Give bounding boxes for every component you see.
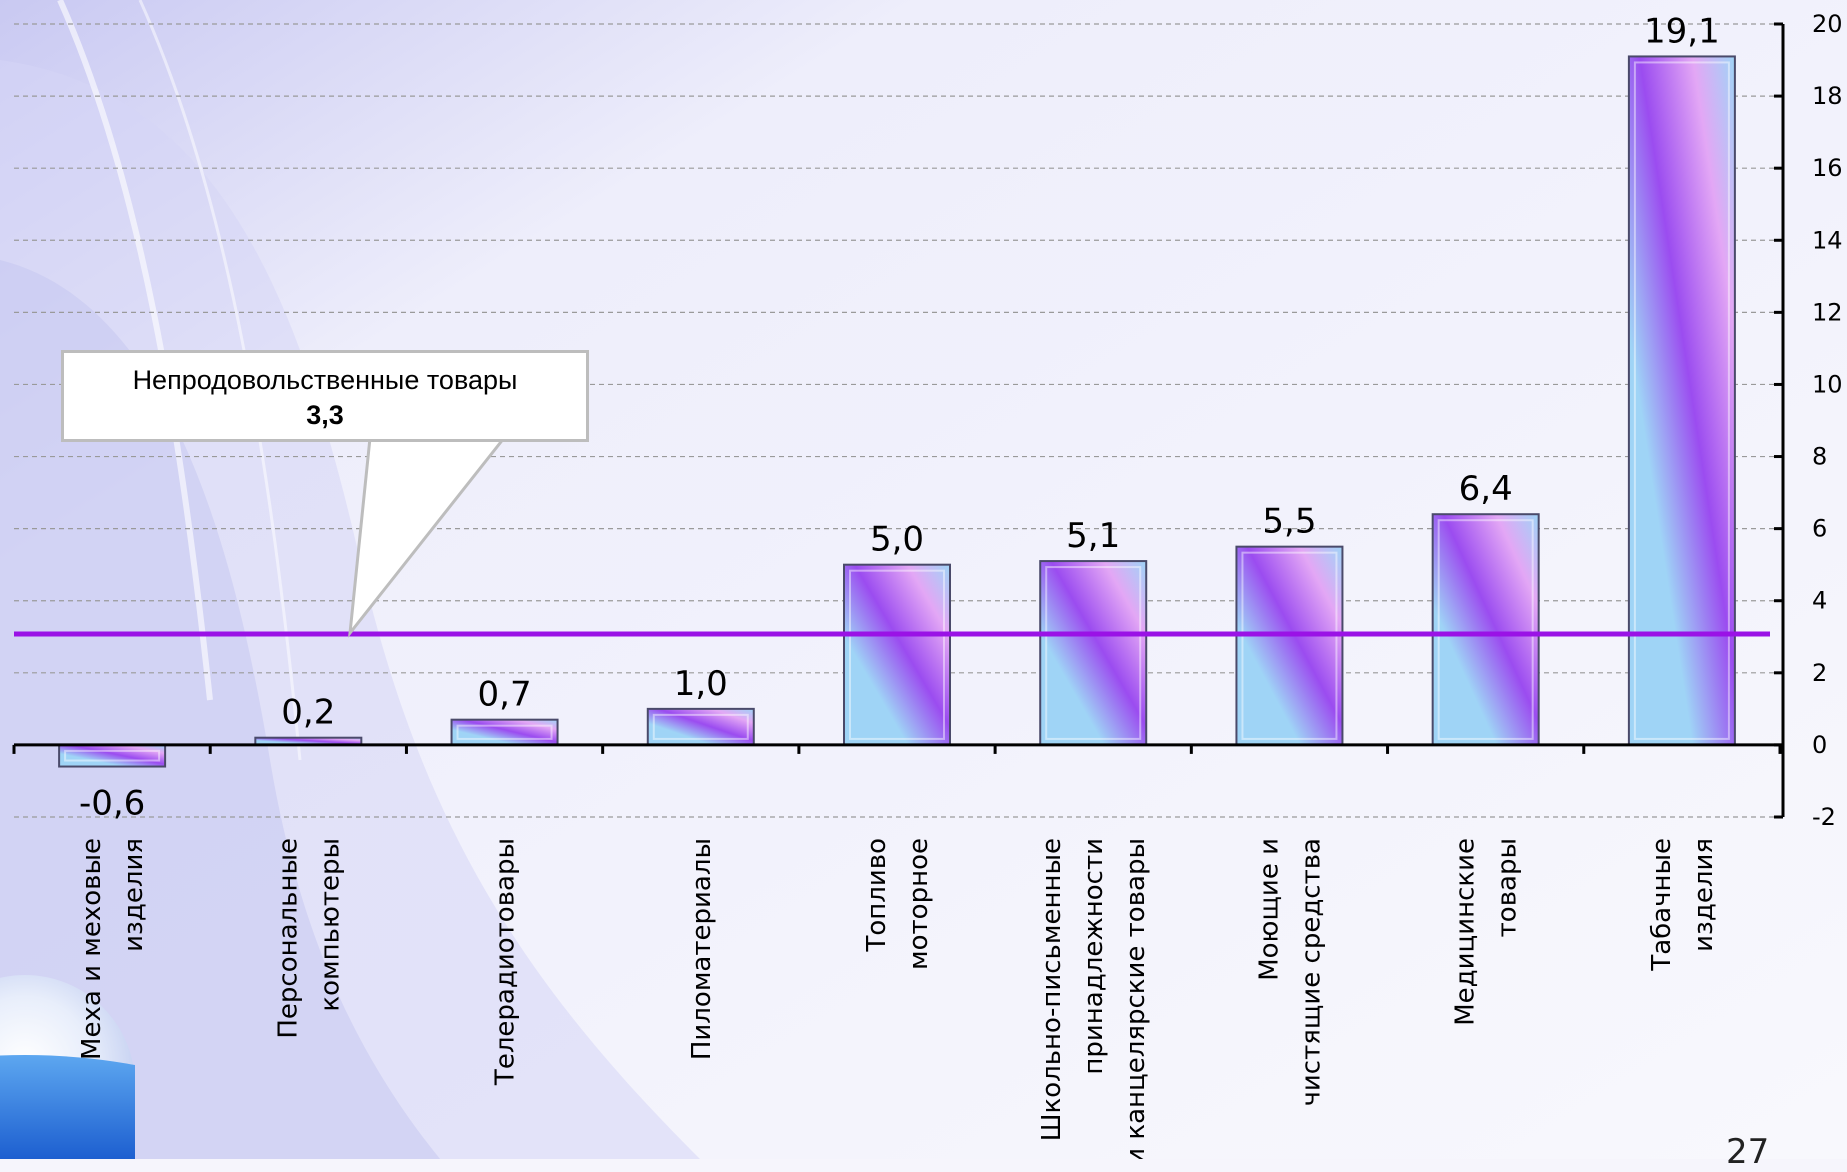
bar-bevel xyxy=(1437,519,1534,740)
category-label: Персональные компьютеры xyxy=(273,838,345,1039)
bar xyxy=(1627,55,1736,746)
data-label: 6,4 xyxy=(1459,469,1513,509)
data-label: 0,7 xyxy=(478,675,532,715)
data-label: 19,1 xyxy=(1644,11,1720,51)
reference-value: 3,3 xyxy=(306,400,344,430)
bar-bevel xyxy=(652,713,749,740)
y-tick-label: 12 xyxy=(1812,298,1843,326)
y-tick-label: 14 xyxy=(1812,226,1843,254)
page-number: 27 xyxy=(1726,1132,1770,1172)
category-label: Пиломатериалы xyxy=(687,838,717,1060)
category-label: Меха и меховые изделия xyxy=(77,838,149,1060)
y-tick-label: 20 xyxy=(1812,10,1843,38)
y-tick-label: 16 xyxy=(1812,154,1843,182)
category-label: Школьно-письменные принадлежности и канцел… xyxy=(1037,838,1151,1159)
bar xyxy=(1039,560,1148,746)
y-tick-label: 18 xyxy=(1812,82,1843,110)
bar-bevel xyxy=(1045,566,1142,740)
data-label: 1,0 xyxy=(674,664,728,704)
bar xyxy=(646,707,755,746)
category-label: Табачные изделия xyxy=(1647,838,1719,972)
y-tick-label: 10 xyxy=(1812,370,1843,398)
bar xyxy=(1235,545,1344,746)
category-label: Моющие и чистящие средства xyxy=(1254,838,1326,1106)
y-tick-label: -2 xyxy=(1812,803,1836,831)
bar xyxy=(1431,513,1540,746)
category-label: Телерадиотовары xyxy=(491,838,521,1086)
bar-bevel xyxy=(1241,551,1338,740)
callout-pointer xyxy=(347,436,508,638)
y-tick-label: 0 xyxy=(1812,731,1827,759)
category-label: Медицинские товары xyxy=(1451,838,1523,1026)
y-tick-label: 2 xyxy=(1812,659,1827,687)
bar-bevel xyxy=(456,724,553,740)
reference-callout: Непродовольственные товары 3,3 xyxy=(61,350,589,442)
bar-bevel xyxy=(849,569,945,740)
data-label: 5,1 xyxy=(1066,516,1120,556)
data-label: -0,6 xyxy=(79,784,145,824)
y-tick-label: 6 xyxy=(1812,515,1827,543)
bar-bevel xyxy=(64,749,161,762)
bar xyxy=(58,743,167,768)
bar xyxy=(450,718,559,746)
data-label: 5,5 xyxy=(1262,502,1316,542)
data-label: 0,2 xyxy=(281,693,335,733)
reference-label: Непродовольственные товары xyxy=(132,365,518,395)
y-tick-label: 4 xyxy=(1812,587,1827,615)
category-label: Топливо моторное xyxy=(862,838,934,970)
bar xyxy=(843,563,951,746)
data-label: 5,0 xyxy=(870,520,924,560)
bar-bevel xyxy=(1633,61,1730,740)
y-tick-label: 8 xyxy=(1812,443,1827,471)
